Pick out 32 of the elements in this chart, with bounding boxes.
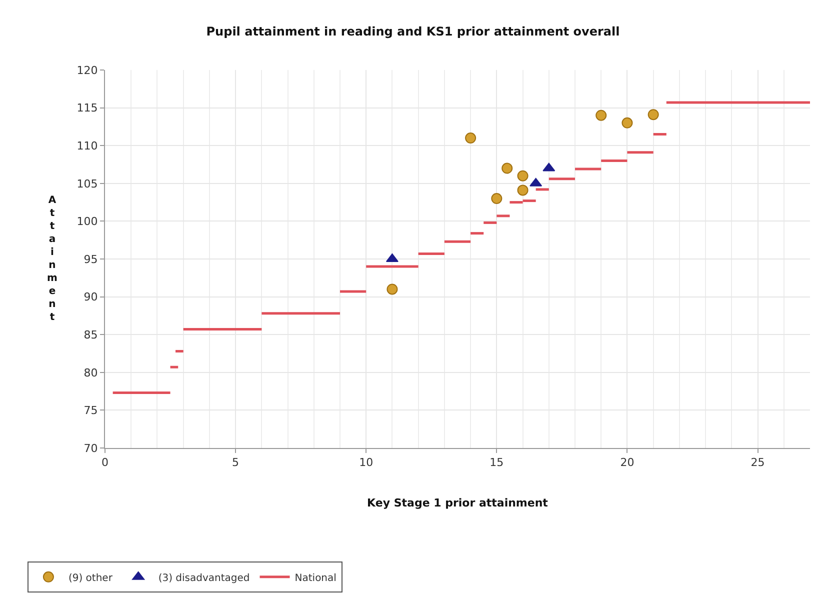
y-tick-label: 100 — [76, 215, 98, 228]
x-tick-label: 15 — [490, 456, 504, 470]
y-tick-label: 115 — [76, 102, 98, 115]
x-tick-label: 10 — [359, 456, 374, 470]
x-axis-title: Key Stage 1 prior attainment — [367, 496, 548, 510]
y-tick-label: 95 — [84, 252, 98, 266]
y-tick-label: 75 — [84, 404, 98, 418]
point — [491, 193, 502, 204]
point — [517, 184, 528, 196]
x-tick-label: 0 — [102, 456, 108, 470]
point — [517, 170, 528, 182]
point — [622, 117, 633, 128]
y-tick-label: 85 — [84, 328, 98, 342]
x-tick-label: 25 — [750, 456, 765, 470]
chart-title: Pupil attainment in reading and KS1 prior attainment overall — [206, 24, 620, 39]
x-tick-label: 20 — [620, 456, 634, 470]
point — [386, 284, 398, 295]
y-tick-label: 80 — [84, 366, 98, 380]
point — [502, 162, 513, 174]
y-tick-label: 120 — [76, 64, 98, 77]
y-tick-label: 110 — [76, 139, 98, 152]
point — [648, 109, 659, 120]
legend-label: (9) other — [68, 572, 114, 584]
y-tick-label: 90 — [84, 290, 98, 304]
legend-label: National — [294, 572, 336, 584]
point — [596, 110, 607, 121]
y-tick-label: 105 — [76, 177, 98, 190]
x-tick-label: 5 — [232, 456, 240, 470]
legend-label: (3) disadvantaged — [158, 572, 250, 584]
y-tick-label: 70 — [84, 442, 98, 455]
point — [465, 132, 476, 144]
text: Attainment — [47, 195, 58, 323]
